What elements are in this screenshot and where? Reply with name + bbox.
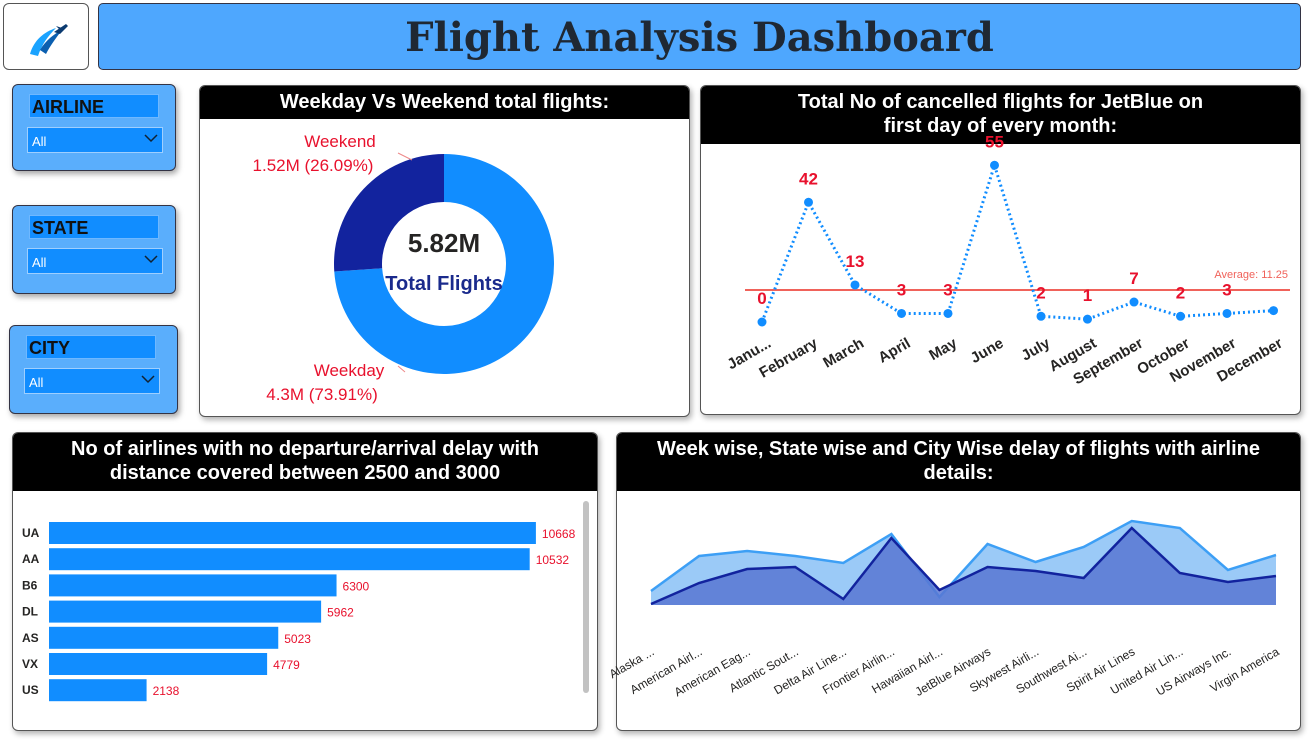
chevron	[144, 134, 158, 143]
dashboard-title: Flight Analysis Dashboard	[405, 14, 994, 61]
line-card: Total No of cancelled flights for JetBlu…	[700, 85, 1301, 415]
slicer-label: AIRLINE	[29, 94, 159, 118]
logo	[30, 24, 68, 56]
area-card: Week wise, State wise and City Wise dela…	[616, 432, 1301, 731]
slicer[interactable]: STATE All	[12, 205, 176, 294]
card-title: Week wise, State wise and City Wise dela…	[617, 433, 1300, 491]
slicer-value: All	[29, 375, 44, 390]
slicer-value: All	[32, 134, 47, 149]
slicer-value: All	[32, 255, 47, 270]
bar-card: No of airlines with no departure/arrival…	[12, 432, 598, 731]
scrollbar[interactable]	[583, 501, 589, 693]
slicer-dropdown[interactable]: All	[24, 368, 160, 394]
card-title: Weekday Vs Weekend total flights:	[200, 86, 689, 119]
title-bar: Flight Analysis Dashboard	[98, 3, 1301, 70]
slicer[interactable]: CITY All	[9, 325, 178, 414]
slicer[interactable]: AIRLINE All	[12, 84, 176, 171]
logo-box	[3, 3, 89, 70]
slicer-dropdown[interactable]: All	[27, 127, 163, 153]
chevron	[144, 255, 158, 264]
slicer-label: CITY	[26, 335, 156, 359]
slicer-dropdown[interactable]: All	[27, 248, 163, 274]
chevron	[141, 375, 155, 384]
card-title: Total No of cancelled flights for JetBlu…	[701, 86, 1300, 144]
slicer-label: STATE	[29, 215, 159, 239]
card-title: No of airlines with no departure/arrival…	[13, 433, 597, 491]
donut-card: Weekday Vs Weekend total flights:	[199, 85, 690, 417]
